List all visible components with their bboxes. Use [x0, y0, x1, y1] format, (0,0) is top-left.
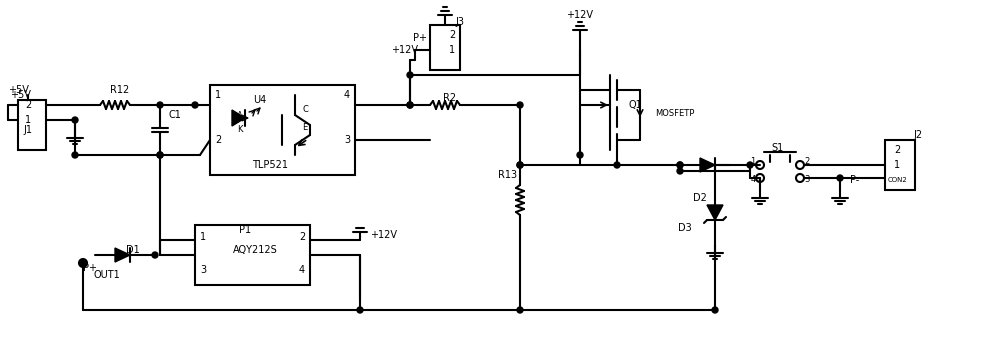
Text: 2: 2 [215, 135, 221, 145]
Text: K: K [237, 125, 243, 135]
Text: 1: 1 [200, 232, 206, 242]
Text: E: E [302, 123, 308, 133]
Circle shape [837, 175, 843, 181]
Bar [885, 140, 915, 190]
Text: J1: J1 [24, 125, 32, 135]
Text: 1: 1 [215, 90, 221, 100]
Text: 2: 2 [804, 158, 810, 166]
Text: D1: D1 [126, 245, 140, 255]
Text: P+: P+ [413, 33, 427, 43]
Text: U4: U4 [253, 95, 267, 105]
Circle shape [157, 102, 163, 108]
Text: A: A [237, 111, 243, 120]
Text: TLP521: TLP521 [252, 160, 288, 170]
Text: OUT1: OUT1 [93, 270, 120, 280]
Circle shape [517, 102, 523, 108]
Circle shape [357, 307, 363, 313]
Text: S1: S1 [772, 143, 784, 153]
Text: P1: P1 [239, 225, 251, 235]
Text: 4: 4 [750, 176, 756, 184]
Circle shape [192, 102, 198, 108]
Polygon shape [707, 205, 723, 220]
Text: 3: 3 [804, 176, 810, 184]
Text: J3: J3 [456, 17, 464, 27]
Text: +5V: +5V [8, 85, 28, 95]
Text: 2: 2 [449, 30, 455, 40]
Text: R12: R12 [110, 85, 130, 95]
Circle shape [517, 162, 523, 168]
Circle shape [517, 162, 523, 168]
Text: C1: C1 [169, 110, 181, 120]
Circle shape [577, 152, 583, 158]
Circle shape [677, 168, 683, 174]
Circle shape [407, 102, 413, 108]
Circle shape [677, 162, 683, 168]
Text: 1: 1 [449, 45, 455, 55]
Bar [210, 85, 355, 175]
Text: +12V: +12V [370, 230, 397, 240]
Circle shape [157, 152, 163, 158]
Text: R2: R2 [443, 93, 457, 103]
Circle shape [72, 117, 78, 123]
Text: 3: 3 [344, 135, 350, 145]
Text: P-: P- [850, 175, 860, 185]
Circle shape [407, 72, 413, 78]
Text: +5V: +5V [10, 90, 31, 100]
Circle shape [407, 102, 413, 108]
Bar [430, 25, 460, 70]
Text: CON2: CON2 [887, 177, 907, 183]
Text: 1: 1 [750, 158, 756, 166]
Text: J2: J2 [913, 130, 923, 140]
Text: 1: 1 [894, 160, 900, 170]
Polygon shape [115, 248, 130, 262]
Text: Q1: Q1 [628, 100, 642, 110]
Text: P+: P+ [83, 263, 97, 273]
Text: 2: 2 [25, 100, 31, 110]
Polygon shape [232, 110, 245, 126]
Circle shape [80, 260, 86, 266]
Text: D3: D3 [678, 223, 692, 233]
Circle shape [152, 252, 158, 258]
Text: R13: R13 [498, 170, 518, 180]
Text: C: C [302, 105, 308, 115]
Circle shape [157, 152, 163, 158]
Text: MOSFETP: MOSFETP [655, 108, 694, 118]
Text: AQY212S: AQY212S [233, 245, 277, 255]
Text: D2: D2 [693, 193, 707, 203]
Text: +12V: +12V [392, 45, 418, 55]
Text: 4: 4 [344, 90, 350, 100]
Text: 2: 2 [299, 232, 305, 242]
Circle shape [712, 307, 718, 313]
Text: 2: 2 [894, 145, 900, 155]
Bar [195, 225, 310, 285]
Text: +12V: +12V [566, 10, 594, 20]
Polygon shape [700, 158, 715, 172]
Bar [18, 100, 46, 150]
Circle shape [747, 162, 753, 168]
Text: 3: 3 [200, 265, 206, 275]
Circle shape [517, 307, 523, 313]
Text: 1: 1 [25, 115, 31, 125]
Circle shape [72, 152, 78, 158]
Circle shape [614, 162, 620, 168]
Circle shape [677, 162, 683, 168]
Text: 4: 4 [299, 265, 305, 275]
